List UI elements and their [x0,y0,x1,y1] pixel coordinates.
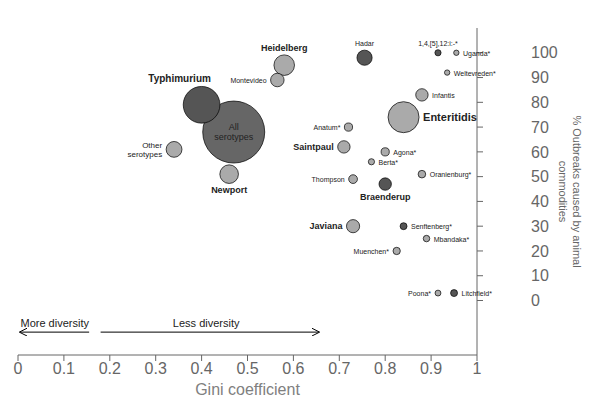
svg-text:0.7: 0.7 [328,360,350,377]
svg-text:1,4,[5],12:i:-*: 1,4,[5],12:i:-* [418,40,458,48]
svg-text:Javiana: Javiana [309,221,343,231]
svg-text:Berta*: Berta* [379,158,399,165]
svg-text:30: 30 [531,218,549,235]
svg-text:Hadar: Hadar [355,40,375,47]
svg-text:Poona*: Poona* [408,290,431,297]
svg-text:Anatum*: Anatum* [314,124,341,131]
svg-text:100: 100 [531,44,558,61]
svg-text:Litchfield*: Litchfield* [462,290,493,297]
svg-text:% Outbreaks caused by animalco: % Outbreaks caused by animalcommodities [557,115,582,267]
svg-text:0: 0 [531,292,540,309]
svg-text:More diversity: More diversity [20,317,89,329]
svg-text:Oranienburg*: Oranienburg* [430,171,472,179]
svg-text:Uganda*: Uganda* [463,49,491,57]
svg-text:10: 10 [531,267,549,284]
svg-text:Weltevreden*: Weltevreden* [454,69,496,76]
svg-text:0.8: 0.8 [374,360,396,377]
svg-text:20: 20 [531,243,549,260]
svg-text:50: 50 [531,168,549,185]
svg-text:0.1: 0.1 [53,360,75,377]
svg-text:Newport: Newport [211,186,247,196]
svg-text:70: 70 [531,119,549,136]
svg-text:Senftenberg*: Senftenberg* [411,223,452,231]
svg-text:0.5: 0.5 [236,360,258,377]
svg-text:Otherserotypes: Otherserotypes [127,140,162,158]
svg-text:Heidelberg: Heidelberg [261,43,308,53]
svg-text:Allserotypes: Allserotypes [214,122,254,142]
svg-text:1: 1 [473,360,482,377]
svg-text:0.6: 0.6 [282,360,304,377]
svg-text:0.3: 0.3 [145,360,167,377]
svg-text:Enteritidis: Enteritidis [423,111,477,123]
svg-text:0.4: 0.4 [190,360,212,377]
svg-text:Typhimurium: Typhimurium [148,73,211,84]
svg-text:40: 40 [531,193,549,210]
svg-text:Braenderup: Braenderup [360,193,411,203]
svg-text:Gini coefficient: Gini coefficient [195,381,300,398]
svg-text:Mbandaka*: Mbandaka* [434,235,470,242]
svg-text:Thompson: Thompson [312,176,345,184]
svg-text:0.2: 0.2 [99,360,121,377]
svg-text:0.9: 0.9 [420,360,442,377]
svg-text:Agona*: Agona* [393,148,416,156]
svg-text:0: 0 [14,360,23,377]
svg-text:Muenchen*: Muenchen* [354,247,390,254]
svg-text:60: 60 [531,144,549,161]
svg-text:Infantis: Infantis [432,91,455,98]
svg-text:Less diversity: Less diversity [173,317,240,329]
svg-text:90: 90 [531,69,549,86]
svg-text:Saintpaul: Saintpaul [293,142,334,152]
svg-text:80: 80 [531,94,549,111]
svg-text:Montevideo: Montevideo [230,77,266,84]
